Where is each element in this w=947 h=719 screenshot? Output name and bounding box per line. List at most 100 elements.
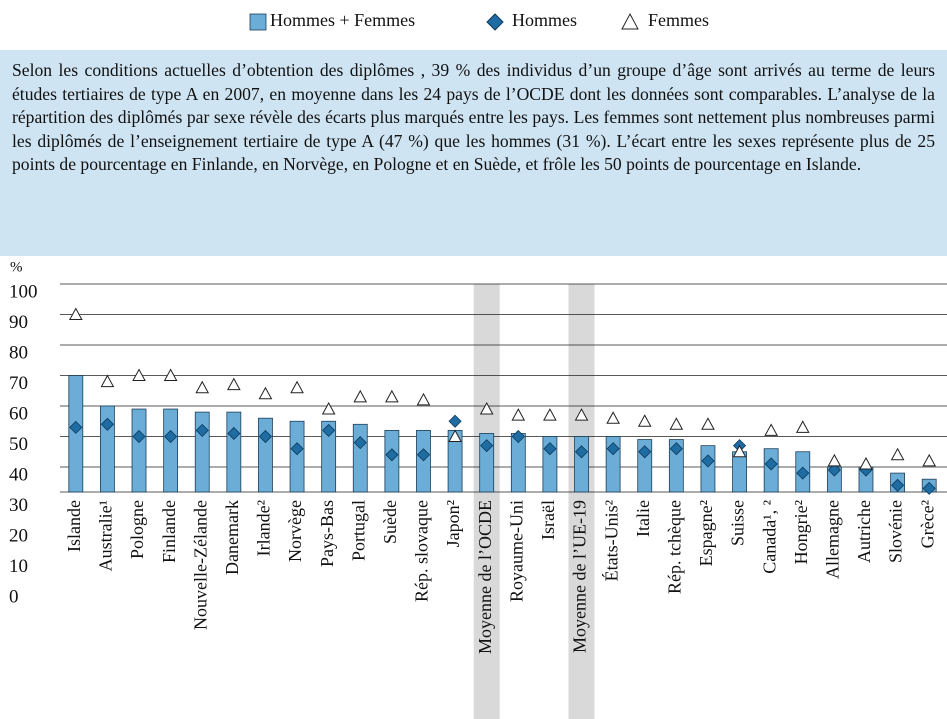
legend-label: Hommes	[512, 10, 577, 30]
triangle-marker	[416, 392, 431, 406]
x-tick-label: États-Unis²	[600, 500, 621, 581]
x-tick-label: Israël	[538, 500, 558, 540]
triangle-marker	[922, 453, 937, 467]
triangle-marker	[732, 444, 747, 458]
x-tick-label: Danemark	[222, 500, 242, 575]
x-tick-label: Hongrie²	[791, 500, 811, 564]
x-tick-label: Moyenne de l’OCDE	[475, 500, 495, 654]
x-tick-label: Australie¹	[96, 500, 116, 571]
triangle-marker	[701, 417, 715, 430]
triangle-marker	[100, 374, 115, 388]
bar	[574, 436, 589, 493]
diamond-marker	[480, 439, 494, 453]
x-tick-label: Italie	[633, 500, 653, 537]
x-tick-label: Suède	[380, 500, 400, 544]
triangle-marker	[195, 380, 210, 394]
bar	[131, 408, 147, 493]
y-tick-label: 50	[9, 434, 28, 455]
bar	[226, 411, 242, 493]
y-tick-label: 100	[9, 281, 38, 302]
triangle-marker	[290, 380, 304, 394]
legend-swatch	[621, 12, 639, 30]
triangle-marker	[68, 307, 83, 320]
triangle-marker	[890, 447, 905, 461]
diamond-marker	[448, 414, 462, 428]
diamond-marker	[606, 442, 620, 456]
diamond-marker	[69, 420, 83, 434]
legend-label: Hommes + Femmes	[270, 10, 415, 30]
y-tick-label: 0	[9, 586, 19, 607]
x-tick-label: Pays-Bas	[317, 500, 337, 567]
bar	[700, 445, 716, 493]
x-tick-label: Espagne²	[696, 500, 716, 566]
x-tick-label: Autriche	[854, 500, 874, 563]
y-tick-label: 10	[9, 556, 28, 577]
diamond-marker	[416, 448, 431, 462]
triangle-marker	[543, 408, 557, 421]
diamond-marker	[195, 423, 209, 437]
legend-label: Femmes	[648, 10, 709, 30]
triangle-marker	[258, 386, 273, 400]
legend-swatch	[486, 13, 504, 31]
x-tick-label: Japon²	[443, 500, 463, 547]
legend-swatch	[249, 13, 267, 31]
diamond-marker	[574, 445, 589, 459]
bar	[352, 423, 368, 493]
x-tick-label: Islande	[64, 500, 84, 552]
description-box: Selon les conditions actuelles d’obtenti…	[0, 50, 947, 256]
x-tick-label: Norvège	[285, 500, 305, 562]
x-tick-label: Moyenne de l’UE-19	[570, 500, 590, 653]
triangle-marker	[163, 368, 178, 381]
diamond-marker	[258, 429, 273, 444]
diamond-marker	[322, 423, 336, 437]
bar	[289, 420, 305, 493]
diamond-marker	[511, 429, 525, 444]
triangle-marker	[859, 456, 873, 470]
triangle-marker	[606, 411, 620, 424]
diamond-marker	[385, 448, 399, 462]
triangle-marker	[226, 377, 241, 391]
x-tick-label: Grèce²	[917, 500, 937, 548]
x-tick-label: Portugal	[348, 500, 368, 561]
bar	[100, 405, 115, 493]
y-tick-label: 30	[9, 495, 28, 516]
diamond-marker	[353, 436, 367, 450]
y-tick-label: 60	[9, 403, 28, 424]
x-tick-label: Royaume-Uni	[506, 500, 526, 602]
triangle-marker	[511, 408, 526, 421]
bar	[321, 420, 337, 493]
triangle-marker	[385, 389, 399, 403]
x-tick-label: Nouvelle-Zélande	[190, 500, 210, 630]
y-tick-label: 90	[9, 312, 28, 333]
x-tick-label: Allemagne	[823, 500, 843, 579]
diamond-marker	[132, 429, 146, 444]
highlight-column	[473, 284, 500, 719]
triangle-marker	[827, 453, 842, 467]
diamond-marker	[701, 454, 715, 468]
triangle-marker	[448, 429, 462, 442]
y-tick-label: 80	[9, 342, 28, 363]
diamond-marker	[891, 478, 905, 492]
diamond-marker	[764, 457, 778, 471]
diamond-marker	[100, 417, 114, 431]
x-tick-label: Irlande²	[254, 500, 274, 556]
triangle-marker	[353, 389, 368, 403]
bar	[732, 451, 747, 493]
highlight-column	[568, 284, 595, 719]
diamond-marker	[796, 466, 810, 480]
triangle-marker	[479, 402, 494, 415]
diamond-marker	[227, 426, 241, 441]
triangle-marker	[795, 420, 810, 433]
diamond-marker	[827, 463, 841, 477]
triangle-marker	[669, 417, 684, 430]
x-tick-label: Finlande	[159, 500, 179, 563]
diamond-marker	[638, 445, 652, 459]
diamond-marker	[669, 442, 683, 456]
bar	[258, 417, 273, 493]
x-tick-label: Canada¹, ²	[759, 500, 779, 574]
diamond-marker	[543, 442, 557, 456]
x-tick-label: Pologne	[127, 500, 147, 559]
diamond-marker	[922, 481, 936, 495]
